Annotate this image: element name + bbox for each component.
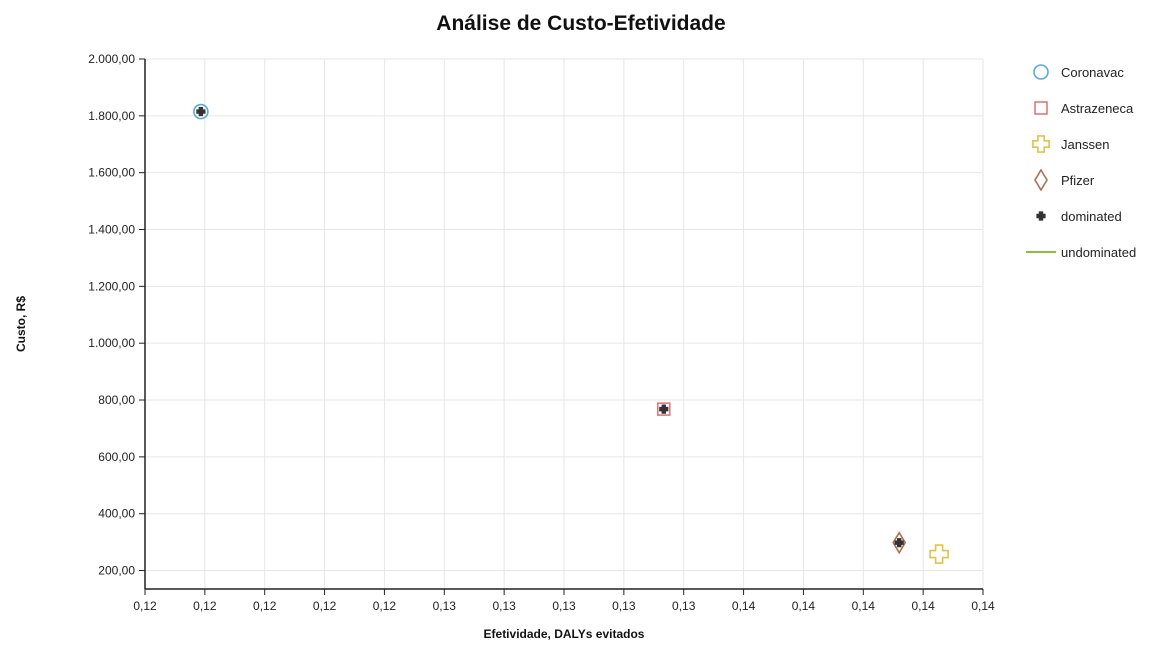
legend-item-janssen: Janssen — [1026, 126, 1156, 162]
x-tick-label: 0,13 — [552, 599, 576, 613]
legend-label: Coronavac — [1061, 64, 1124, 80]
y-tick-label: 1.800,00 — [88, 109, 135, 123]
x-tick-label: 0,13 — [612, 599, 636, 613]
y-axis-label: Custo, R$ — [14, 296, 28, 352]
legend-item-pfizer: Pfizer — [1026, 162, 1156, 198]
y-tick-label: 1.000,00 — [88, 336, 135, 350]
legend-label: Astrazeneca — [1061, 100, 1134, 116]
legend: Coronavac Astrazeneca Janssen Pfizer dominat… — [1026, 54, 1156, 270]
x-tick-label: 0,14 — [792, 599, 816, 613]
legend-label: undominated — [1061, 244, 1137, 260]
x-tick-label: 0,14 — [852, 599, 876, 613]
legend-marker-icon — [1026, 134, 1056, 154]
data-point-dominated — [894, 538, 904, 548]
legend-item-undominated: undominated — [1026, 234, 1156, 270]
data-point-janssen — [929, 544, 949, 564]
legend-marker-icon — [1026, 98, 1056, 118]
y-tick-label: 1.400,00 — [88, 223, 135, 237]
legend-marker-icon — [1026, 169, 1056, 191]
legend-item-dominated: dominated — [1026, 198, 1156, 234]
legend-label: Pfizer — [1061, 172, 1095, 188]
y-tick-label: 1.200,00 — [88, 279, 135, 293]
legend-marker-icon — [1026, 62, 1056, 82]
x-tick-label: 0,12 — [193, 599, 217, 613]
legend-item-astrazeneca: Astrazeneca — [1026, 90, 1156, 126]
y-tick-label: 400,00 — [98, 507, 135, 521]
x-axis-ticks: 0,12 0,12 0,12 0,12 0,12 0,13 0,13 0,13 0,13 0,13… — [133, 589, 995, 613]
x-tick-label: 0,14 — [971, 599, 995, 613]
x-tick-label: 0,13 — [433, 599, 457, 613]
y-tick-label: 600,00 — [98, 450, 135, 464]
y-tick-label: 2.000,00 — [88, 52, 135, 66]
legend-item-coronavac: Coronavac — [1026, 54, 1156, 90]
data-point-pfizer — [892, 531, 907, 555]
x-axis-label: Efetividade, DALYs evitados — [484, 627, 645, 641]
data-point-coronavac — [193, 103, 209, 120]
x-tick-label: 0,12 — [253, 599, 277, 613]
data-point-astrazeneca — [656, 402, 671, 416]
legend-label: dominated — [1061, 208, 1122, 224]
data-points — [193, 103, 949, 564]
y-tick-label: 800,00 — [98, 393, 135, 407]
y-tick-label: 200,00 — [98, 564, 135, 578]
legend-marker-icon — [1026, 206, 1056, 226]
x-tick-label: 0,14 — [732, 599, 756, 613]
legend-label: Janssen — [1061, 136, 1110, 152]
chart-title: Análise de Custo-Efetividade — [436, 12, 726, 35]
x-tick-label: 0,14 — [911, 599, 935, 613]
data-point-dominated — [659, 404, 669, 414]
x-tick-label: 0,12 — [373, 599, 397, 613]
data-point-dominated — [196, 106, 206, 117]
legend-marker-icon — [1026, 242, 1056, 262]
x-tick-label: 0,12 — [313, 599, 337, 613]
y-axis-ticks: 200,00 400,00 600,00 800,00 1.000,00 1.200,00… — [88, 52, 145, 578]
x-tick-label: 0,13 — [492, 599, 516, 613]
x-tick-label: 0,12 — [133, 599, 157, 613]
x-tick-label: 0,13 — [672, 599, 696, 613]
grid — [144, 58, 984, 589]
y-tick-label: 1.600,00 — [88, 166, 135, 180]
